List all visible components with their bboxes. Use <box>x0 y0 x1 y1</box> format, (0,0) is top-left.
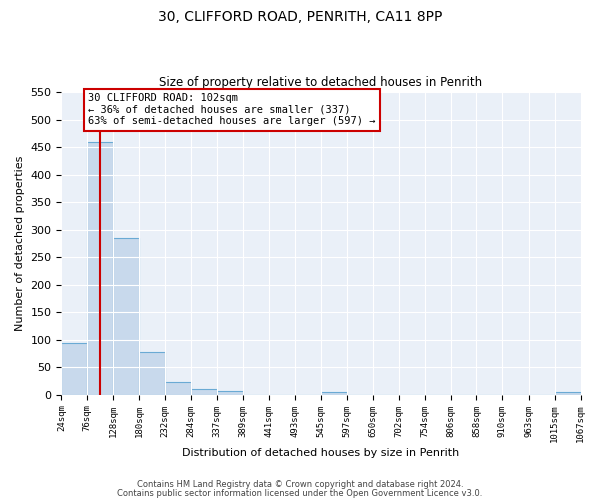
Text: Contains public sector information licensed under the Open Government Licence v3: Contains public sector information licen… <box>118 488 482 498</box>
Bar <box>554 392 581 394</box>
Title: Size of property relative to detached houses in Penrith: Size of property relative to detached ho… <box>160 76 482 90</box>
Bar <box>113 238 139 394</box>
X-axis label: Distribution of detached houses by size in Penrith: Distribution of detached houses by size … <box>182 448 460 458</box>
Bar <box>321 392 347 394</box>
Text: 30, CLIFFORD ROAD, PENRITH, CA11 8PP: 30, CLIFFORD ROAD, PENRITH, CA11 8PP <box>158 10 442 24</box>
Y-axis label: Number of detached properties: Number of detached properties <box>15 156 25 331</box>
Text: 30 CLIFFORD ROAD: 102sqm
← 36% of detached houses are smaller (337)
63% of semi-: 30 CLIFFORD ROAD: 102sqm ← 36% of detach… <box>88 93 376 126</box>
Text: Contains HM Land Registry data © Crown copyright and database right 2024.: Contains HM Land Registry data © Crown c… <box>137 480 463 489</box>
Bar <box>61 343 87 394</box>
Bar <box>191 389 217 394</box>
Bar <box>87 142 113 394</box>
Bar <box>139 352 165 395</box>
Bar <box>217 390 243 394</box>
Bar <box>165 382 191 394</box>
